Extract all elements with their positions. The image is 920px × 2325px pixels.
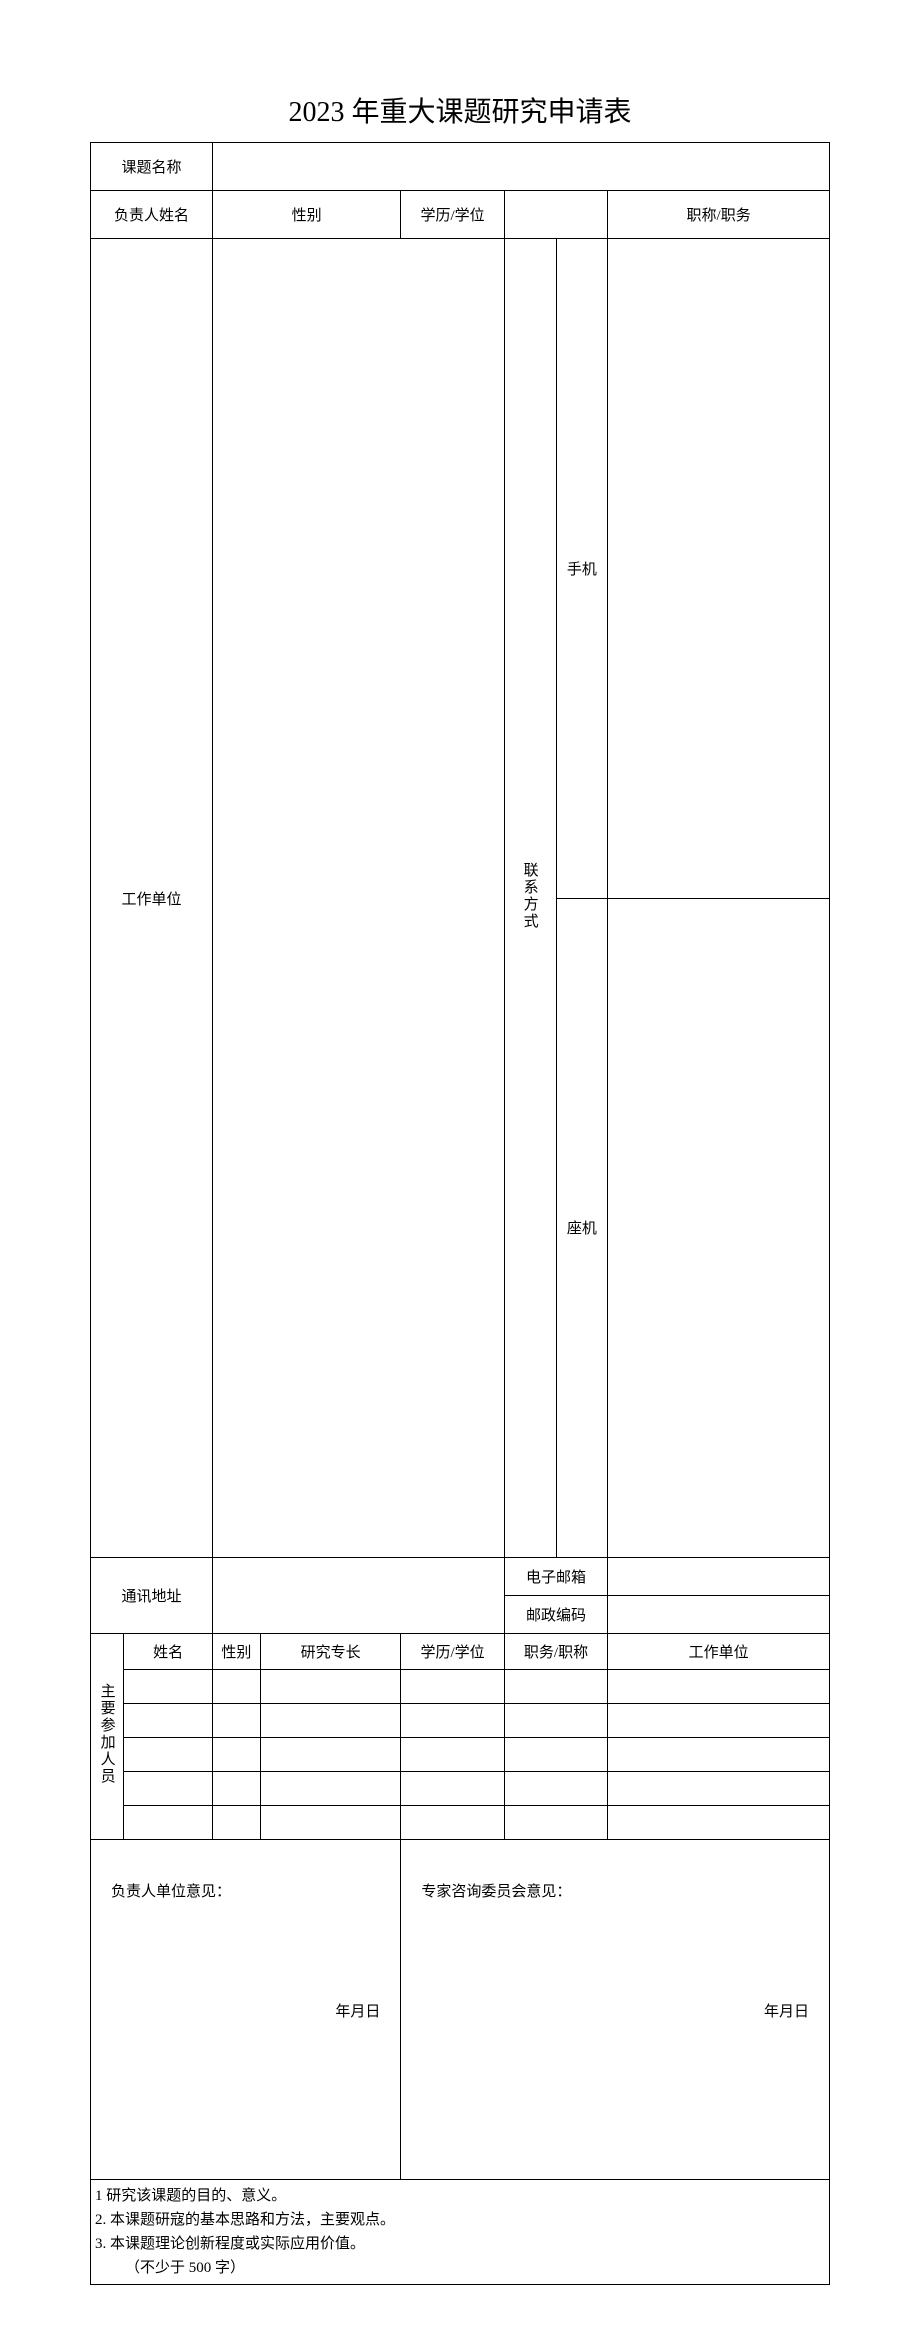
member-gender[interactable]: [212, 1704, 260, 1738]
label-main-participants: 主要参加人员: [91, 1634, 124, 1840]
member-row: [91, 1738, 830, 1772]
member-name[interactable]: [124, 1704, 213, 1738]
label-topic-name: 课题名称: [91, 143, 213, 191]
member-specialty[interactable]: [260, 1806, 400, 1840]
value-landline[interactable]: [608, 898, 830, 1558]
value-mobile[interactable]: [608, 239, 830, 899]
member-row: [91, 1806, 830, 1840]
label-email: 电子邮箱: [504, 1558, 607, 1596]
member-row: [91, 1772, 830, 1806]
member-gender[interactable]: [212, 1670, 260, 1704]
col-member-education: 学历/学位: [401, 1634, 504, 1670]
label-mobile: 手机: [556, 239, 608, 899]
member-title[interactable]: [504, 1738, 607, 1772]
member-specialty[interactable]: [260, 1738, 400, 1772]
member-name[interactable]: [124, 1806, 213, 1840]
member-gender[interactable]: [212, 1806, 260, 1840]
label-education: 学历/学位: [401, 191, 504, 239]
value-education[interactable]: [504, 191, 607, 239]
member-specialty[interactable]: [260, 1670, 400, 1704]
member-unit[interactable]: [608, 1704, 830, 1738]
member-education[interactable]: [401, 1704, 504, 1738]
member-title[interactable]: [504, 1806, 607, 1840]
member-gender[interactable]: [212, 1772, 260, 1806]
member-unit[interactable]: [608, 1772, 830, 1806]
label-work-unit: 工作单位: [91, 239, 213, 1558]
col-member-unit: 工作单位: [608, 1634, 830, 1670]
description-line-1: 1 研究该课题的目的、意义。: [95, 2184, 825, 2208]
member-name[interactable]: [124, 1772, 213, 1806]
description-cell: 1 研究该课题的目的、意义。 2. 本课题研寇的基本思路和方法，主要观点。 3.…: [91, 2180, 830, 2285]
col-member-name: 姓名: [124, 1634, 213, 1670]
member-title[interactable]: [504, 1670, 607, 1704]
member-unit[interactable]: [608, 1738, 830, 1772]
application-form-table: 课题名称 负责人姓名 性别 学历/学位 职称/职务 工作单位 联系方式 手机 座…: [90, 142, 830, 2285]
expert-opinion-date: 年月日: [764, 2000, 809, 2021]
description-line-2: 2. 本课题研寇的基本思路和方法，主要观点。: [95, 2208, 825, 2232]
member-education[interactable]: [401, 1772, 504, 1806]
member-unit[interactable]: [608, 1670, 830, 1704]
expert-opinion-cell[interactable]: 专家咨询委员会意见： 年月日: [401, 1840, 830, 2180]
value-work-unit[interactable]: [212, 239, 504, 1558]
page-title: 2023 年重大课题研究申请表: [90, 90, 830, 130]
unit-opinion-date: 年月日: [335, 2000, 380, 2021]
col-member-title: 职务/职称: [504, 1634, 607, 1670]
label-address: 通讯地址: [91, 1558, 213, 1634]
member-education[interactable]: [401, 1738, 504, 1772]
member-row: [91, 1670, 830, 1704]
member-title[interactable]: [504, 1772, 607, 1806]
member-row: [91, 1704, 830, 1738]
label-leader-name: 负责人姓名: [91, 191, 213, 239]
col-member-gender: 性别: [212, 1634, 260, 1670]
member-title[interactable]: [504, 1704, 607, 1738]
label-landline: 座机: [556, 898, 608, 1558]
description-line-4: （不少于 500 字）: [95, 2256, 825, 2280]
label-title-position: 职称/职务: [608, 191, 830, 239]
label-contact-method: 联系方式: [504, 239, 556, 1558]
description-line-3: 3. 本课题理论创新程度或实际应用价值。: [95, 2232, 825, 2256]
member-gender[interactable]: [212, 1738, 260, 1772]
value-email[interactable]: [608, 1558, 830, 1596]
member-education[interactable]: [401, 1670, 504, 1704]
expert-opinion-label: 专家咨询委员会意见：: [421, 1884, 571, 1900]
value-postal-code[interactable]: [608, 1596, 830, 1634]
member-specialty[interactable]: [260, 1704, 400, 1738]
member-unit[interactable]: [608, 1806, 830, 1840]
member-specialty[interactable]: [260, 1772, 400, 1806]
unit-opinion-label: 负责人单位意见：: [111, 1884, 231, 1900]
label-gender: 性别: [212, 191, 400, 239]
value-topic-name[interactable]: [212, 143, 829, 191]
col-research-specialty: 研究专长: [260, 1634, 400, 1670]
unit-opinion-cell[interactable]: 负责人单位意见： 年月日: [91, 1840, 401, 2180]
member-name[interactable]: [124, 1670, 213, 1704]
value-address[interactable]: [212, 1558, 504, 1634]
member-name[interactable]: [124, 1738, 213, 1772]
member-education[interactable]: [401, 1806, 504, 1840]
label-postal-code: 邮政编码: [504, 1596, 607, 1634]
